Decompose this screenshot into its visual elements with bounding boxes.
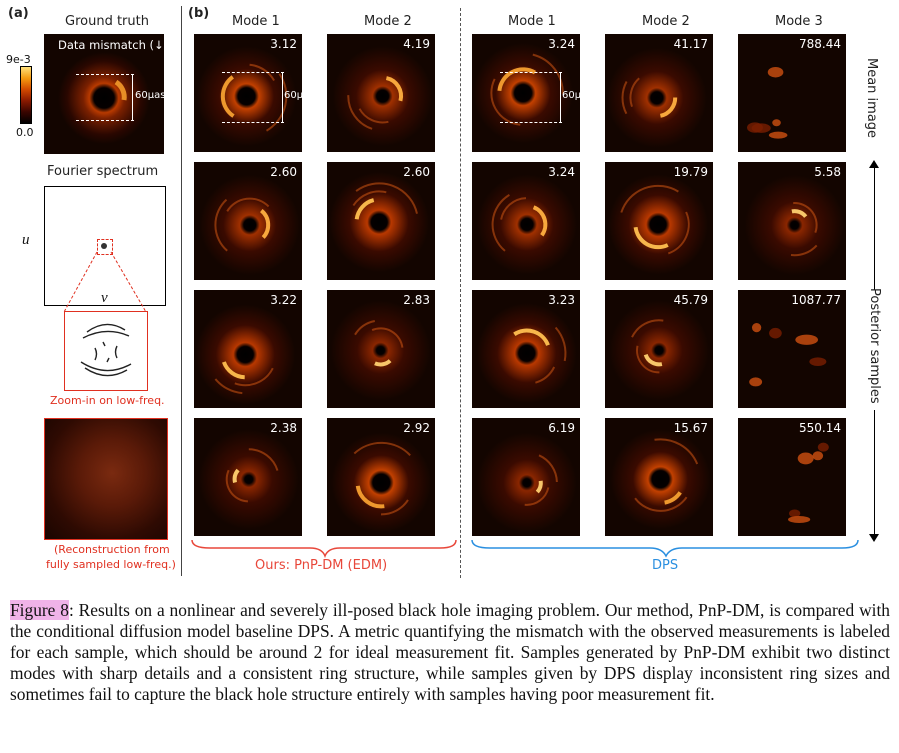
ours-sample-r1-c2: 4.19 xyxy=(327,34,435,152)
scale-line xyxy=(500,72,562,73)
dps-sample-r4-c2: 15.67 xyxy=(605,418,713,536)
data-mismatch-label: Data mismatch (↓) xyxy=(58,38,164,52)
dps-sample-r3-c3: 1087.77 xyxy=(738,290,846,408)
bracket-arrow-up xyxy=(869,160,879,168)
ours-sample-r4-c1: 2.38 xyxy=(194,418,302,536)
dps-brace xyxy=(471,539,859,558)
mismatch-metric: 2.83 xyxy=(403,293,430,307)
scale-line xyxy=(222,122,284,123)
dps-sample-r4-c3: 550.14 xyxy=(738,418,846,536)
dps-mode-2-header: Mode 2 xyxy=(642,14,690,29)
mismatch-metric: 6.19 xyxy=(548,421,575,435)
scale-line xyxy=(222,72,284,73)
scale-line xyxy=(282,72,283,122)
ours-sample-r4-c2: 2.92 xyxy=(327,418,435,536)
panel-b-tag: (b) xyxy=(188,6,210,21)
mismatch-metric: 3.24 xyxy=(548,165,575,179)
low-freq-reconstruction xyxy=(44,418,168,540)
dps-mode-3-header: Mode 3 xyxy=(775,14,823,29)
mismatch-metric: 2.38 xyxy=(270,421,297,435)
spectrum-center-dot xyxy=(101,243,107,249)
axis-v-label: v xyxy=(101,290,108,306)
dps-sample-r1-c1: 3.24 60μas xyxy=(472,34,580,152)
recon-caption-line1: (Reconstruction from xyxy=(54,543,170,556)
mismatch-metric: 3.23 xyxy=(548,293,575,307)
dps-sample-r2-c2: 19.79 xyxy=(605,162,713,280)
scale-label: 60μas xyxy=(284,90,302,101)
dps-sample-r4-c1: 6.19 xyxy=(472,418,580,536)
mismatch-metric: 1087.77 xyxy=(791,293,841,307)
ours-sample-r2-c1: 2.60 xyxy=(194,162,302,280)
panel-a-tag: (a) xyxy=(8,6,29,21)
dps-sample-r3-c2: 45.79 xyxy=(605,290,713,408)
axis-u-label: u xyxy=(22,232,30,248)
mismatch-metric: 5.58 xyxy=(814,165,841,179)
ours-method-label: Ours: PnP-DM (EDM) xyxy=(255,558,388,573)
caption-text: : Results on a nonlinear and severely il… xyxy=(10,600,890,704)
mismatch-metric: 15.67 xyxy=(673,421,708,435)
mismatch-metric: 45.79 xyxy=(673,293,708,307)
zoom-region-marker xyxy=(97,239,113,255)
mismatch-metric: 550.14 xyxy=(799,421,841,435)
mismatch-metric: 41.17 xyxy=(673,37,708,51)
scale-line xyxy=(560,72,561,122)
colorbar xyxy=(20,66,32,124)
scale-label: 60μas xyxy=(135,90,164,101)
ours-sample-r3-c2: 2.83 xyxy=(327,290,435,408)
zoom-connector xyxy=(63,251,147,313)
fourier-spectrum-box xyxy=(44,186,166,306)
mismatch-metric: 3.22 xyxy=(270,293,297,307)
scale-vertical-line xyxy=(132,74,133,120)
mismatch-metric: 4.19 xyxy=(403,37,430,51)
ours-brace xyxy=(191,539,457,559)
scale-top-line xyxy=(76,74,134,75)
dps-sample-r1-c2: 41.17 xyxy=(605,34,713,152)
scale-label: 60μas xyxy=(562,90,580,101)
scale-line xyxy=(500,122,562,123)
mismatch-metric: 3.24 xyxy=(548,37,575,51)
row-label-mean: Mean image xyxy=(864,58,879,139)
colorbar-min-label: 0.0 xyxy=(16,126,34,139)
ours-mode-1-header: Mode 1 xyxy=(232,14,280,29)
mismatch-metric: 19.79 xyxy=(673,165,708,179)
zoom-in-box xyxy=(64,311,148,391)
row-label-posterior: Posterior samples xyxy=(867,288,882,404)
scale-bottom-line xyxy=(76,120,134,121)
figure-caption: Figure 8: Results on a nonlinear and sev… xyxy=(10,600,890,705)
ours-sample-r3-c1: 3.22 xyxy=(194,290,302,408)
dps-sample-r2-c1: 3.24 xyxy=(472,162,580,280)
dps-mode-1-header: Mode 1 xyxy=(508,14,556,29)
panel-divider xyxy=(181,6,182,576)
mismatch-metric: 2.60 xyxy=(270,165,297,179)
bracket-arrow-down xyxy=(869,534,879,542)
dps-sample-r1-c3: 788.44 xyxy=(738,34,846,152)
ours-mode-2-header: Mode 2 xyxy=(364,14,412,29)
colorbar-max-label: 9e-3 xyxy=(6,53,31,66)
mismatch-metric: 2.92 xyxy=(403,421,430,435)
ground-truth-image: Data mismatch (↓) 60μas xyxy=(44,34,164,154)
ground-truth-title: Ground truth xyxy=(65,14,149,29)
recon-caption-line2: fully sampled low-freq.) xyxy=(46,558,176,571)
fourier-title: Fourier spectrum xyxy=(47,164,159,179)
method-separator xyxy=(460,8,461,578)
dps-sample-r3-c1: 3.23 xyxy=(472,290,580,408)
bracket-label-gap xyxy=(866,290,884,410)
dps-method-label: DPS xyxy=(652,558,679,573)
mismatch-metric: 788.44 xyxy=(799,37,841,51)
dps-sample-r2-c3: 5.58 xyxy=(738,162,846,280)
mismatch-metric: 3.12 xyxy=(270,37,297,51)
zoom-caption: Zoom-in on low-freq. xyxy=(50,394,165,407)
ours-sample-r2-c2: 2.60 xyxy=(327,162,435,280)
figure-label: Figure 8 xyxy=(10,600,69,620)
ours-sample-r1-c1: 3.12 60μas xyxy=(194,34,302,152)
mismatch-metric: 2.60 xyxy=(403,165,430,179)
